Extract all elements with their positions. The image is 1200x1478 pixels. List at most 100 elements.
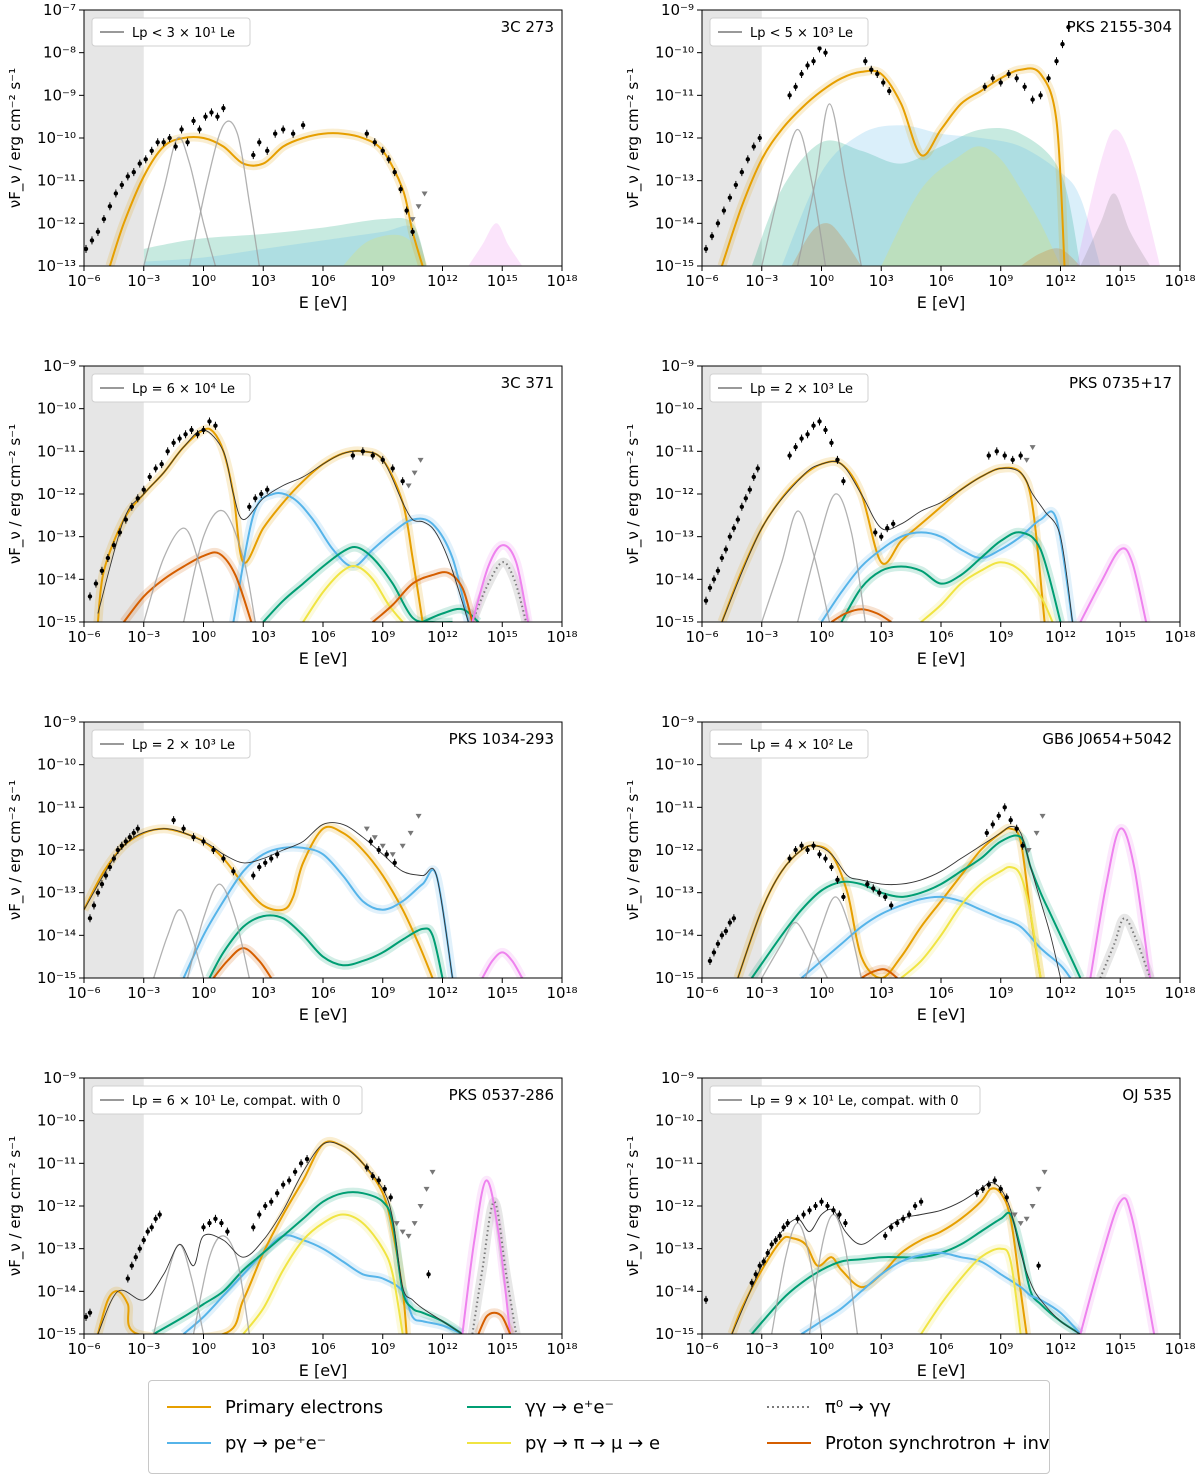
data-point xyxy=(213,1216,218,1222)
y-tick-label: 10⁻¹⁴ xyxy=(655,1282,694,1300)
data-point xyxy=(787,93,792,98)
upper-limit xyxy=(405,483,412,489)
x-tick-label: 10⁶ xyxy=(310,628,335,646)
data-point xyxy=(147,474,152,480)
upper-limit xyxy=(1023,1216,1030,1222)
series-band-proton-synchrotron-he-band xyxy=(1020,248,1081,266)
series-line-thermal-bump-1 xyxy=(761,128,827,266)
data-point xyxy=(251,1225,256,1230)
data-point xyxy=(719,555,725,561)
series-line-neutrinos xyxy=(471,544,530,622)
data-point xyxy=(745,157,751,162)
data-point xyxy=(111,856,117,861)
data-point xyxy=(153,466,158,471)
plot-area xyxy=(87,417,533,622)
data-point xyxy=(145,1229,150,1234)
panel-oj-535: 10⁻⁶ 10⁻³ 10⁰ 10³ 10⁶ 10⁹ 10¹² 10¹⁵ 10¹⁸ 10⁻¹⁵ 10⁻… xyxy=(624,1069,1196,1380)
data-point xyxy=(364,1165,370,1170)
y-tick-label: 10⁻⁹ xyxy=(43,713,76,731)
data-point xyxy=(129,1263,134,1268)
y-axis-label: νF_ν / erg cm⁻² s⁻¹ xyxy=(624,68,643,208)
y-axis-label: νF_ν / erg cm⁻² s⁻¹ xyxy=(624,1136,643,1276)
y-tick-label: 10⁻¹⁰ xyxy=(37,1112,76,1130)
panel-gb6-j0654-5042: 10⁻⁶ 10⁻³ 10⁰ 10³ 10⁶ 10⁹ 10¹² 10¹⁵ 10¹⁸ 10⁻¹⁵ 10⁻… xyxy=(624,713,1196,1024)
data-point xyxy=(370,1173,375,1179)
series-band-bethe-heitler-band xyxy=(143,225,427,266)
x-axis-label: E [eV] xyxy=(299,1361,347,1380)
x-tick-label: 10⁻⁶ xyxy=(685,628,718,646)
data-point xyxy=(280,1182,286,1187)
data-point xyxy=(1060,41,1065,47)
series-line-photopion xyxy=(920,1247,1022,1334)
series-line-neutrinos xyxy=(1079,547,1148,622)
panel-3c-371: 10⁻⁶ 10⁻³ 10⁰ 10³ 10⁶ 10⁹ 10¹² 10¹⁵ 10¹⁸ 10⁻¹⁵ 10⁻… xyxy=(6,357,578,668)
shaded-region xyxy=(702,1078,762,1334)
data-point xyxy=(707,585,713,591)
plot-area xyxy=(707,803,1155,978)
data-point xyxy=(835,457,840,463)
data-point xyxy=(739,504,745,509)
data-point xyxy=(863,59,868,64)
y-tick-label: 10⁻⁹ xyxy=(661,1069,694,1087)
x-tick-label: 10⁻³ xyxy=(127,272,160,290)
y-tick-label: 10⁻¹¹ xyxy=(655,798,694,816)
upper-limit xyxy=(407,830,414,836)
data-point xyxy=(137,1246,142,1251)
data-point xyxy=(247,504,252,509)
data-point xyxy=(889,1225,894,1230)
panel-legend-box xyxy=(709,729,869,759)
series-line-thermal-bump-2 xyxy=(804,896,862,978)
x-tick-label: 10³ xyxy=(251,628,276,646)
data-point xyxy=(153,1216,158,1222)
data-point xyxy=(1030,97,1035,102)
series-halo xyxy=(748,1208,1083,1334)
y-tick-label: 10⁻¹¹ xyxy=(37,442,76,460)
series-halo xyxy=(468,557,531,622)
data-point xyxy=(380,148,385,153)
y-tick-label: 10⁻¹⁵ xyxy=(37,1325,76,1343)
series-line-thermal-bump-2 xyxy=(186,883,250,978)
series-band-neutral-pion-band xyxy=(1080,193,1151,266)
data-point xyxy=(350,453,356,458)
y-tick-label: 10⁻¹⁵ xyxy=(655,613,694,631)
y-tick-label: 10⁻¹⁴ xyxy=(655,926,694,944)
data-point xyxy=(1008,817,1013,823)
data-point xyxy=(747,487,752,492)
series-band-neutrinos xyxy=(1076,129,1161,266)
series-line-photopion xyxy=(920,561,1054,622)
x-tick-label: 10⁻³ xyxy=(745,984,778,1002)
data-point xyxy=(986,453,991,458)
series-line-pair-cascade xyxy=(840,531,1062,622)
y-axis-label: νF_ν / erg cm⁻² s⁻¹ xyxy=(6,1136,25,1276)
data-point xyxy=(113,191,119,196)
x-tick-label: 10¹⁸ xyxy=(546,628,577,646)
x-tick-label: 10¹⁸ xyxy=(1164,1340,1195,1358)
data-point xyxy=(197,127,202,132)
x-tick-label: 10⁻³ xyxy=(127,1340,160,1358)
y-tick-label: 10⁻¹⁰ xyxy=(655,1112,694,1130)
y-tick-label: 10⁻¹³ xyxy=(37,528,76,546)
data-point xyxy=(711,577,717,582)
y-tick-label: 10⁻⁹ xyxy=(661,357,694,375)
series-line-total xyxy=(731,1182,1081,1334)
series-line-neutral-pion xyxy=(471,1200,518,1334)
data-point xyxy=(165,449,170,454)
series-line-bethe-heitler xyxy=(182,846,454,978)
y-tick-label: 10⁻¹¹ xyxy=(37,172,76,190)
data-point xyxy=(91,903,97,908)
data-point xyxy=(751,474,756,480)
x-tick-label: 10⁶ xyxy=(310,984,335,1002)
data-point xyxy=(201,839,206,844)
x-axis-label: E [eV] xyxy=(917,293,965,312)
data-point xyxy=(159,461,164,467)
shaded-region xyxy=(84,366,144,622)
figure-legend: Primary electrons pγ → pe⁺e⁻ γγ → e⁺e⁻ pγ →… xyxy=(148,1380,1142,1474)
panel-pks-0537-286: 10⁻⁶ 10⁻³ 10⁰ 10³ 10⁶ 10⁹ 10¹² 10¹⁵ 10¹⁸ 10⁻¹⁵ 10⁻… xyxy=(6,1069,578,1380)
shaded-region xyxy=(702,10,762,266)
x-axis-label: E [eV] xyxy=(299,649,347,668)
x-tick-label: 10⁶ xyxy=(928,628,953,646)
upper-limit xyxy=(393,1221,400,1227)
data-point xyxy=(125,1276,131,1281)
data-point xyxy=(707,958,713,964)
data-point xyxy=(715,941,721,947)
